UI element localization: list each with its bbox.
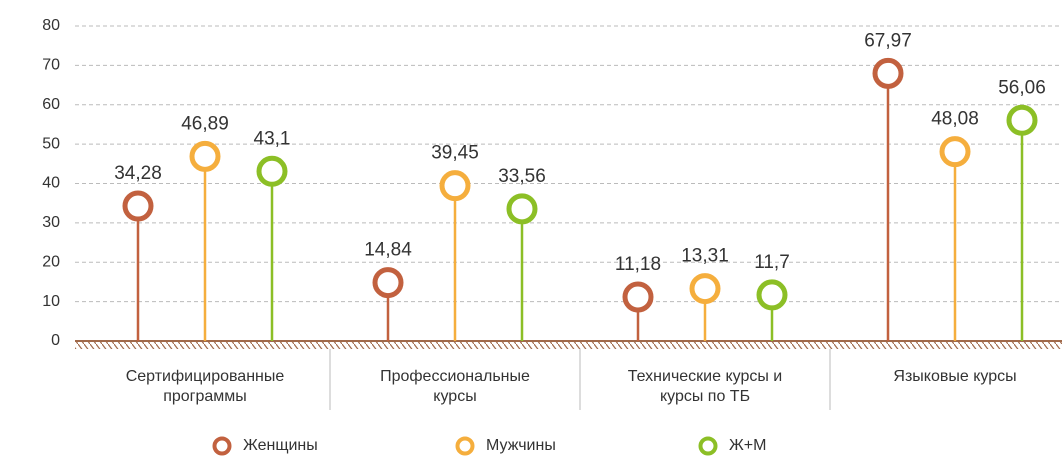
y-tick-label: 0 xyxy=(51,332,60,349)
x-tick-label: Профессиональные xyxy=(380,368,530,385)
value-label: 56,06 xyxy=(998,77,1046,98)
lollipop-head xyxy=(256,155,288,187)
baseline-hatch xyxy=(75,341,1062,349)
lollipop-head xyxy=(756,279,788,311)
legend-label: Мужчины xyxy=(486,437,556,454)
y-tick-label: 10 xyxy=(42,293,60,310)
lollipop-head xyxy=(1006,104,1038,136)
legend-label: Ж+М xyxy=(729,437,766,454)
y-tick-label: 30 xyxy=(42,214,60,231)
value-label: 11,7 xyxy=(754,252,790,273)
lollipop-head xyxy=(506,193,538,225)
y-tick-label: 40 xyxy=(42,175,60,192)
value-label: 33,56 xyxy=(498,166,546,187)
legend-marker xyxy=(212,436,232,456)
lollipop-head xyxy=(622,281,654,313)
lollipop-head xyxy=(372,267,404,299)
legend-marker xyxy=(698,436,718,456)
lollipop-head xyxy=(189,140,221,172)
legend-marker xyxy=(455,436,475,456)
value-label: 34,28 xyxy=(114,163,162,184)
y-tick-label: 20 xyxy=(42,253,60,270)
value-label: 11,18 xyxy=(615,254,661,275)
x-tick-label: Сертифицированные xyxy=(126,368,285,385)
x-tick-label: Языковые курсы xyxy=(893,368,1016,385)
value-label: 13,31 xyxy=(681,246,729,267)
value-label: 14,84 xyxy=(364,240,412,261)
lollipop-head xyxy=(939,136,971,168)
lollipop-head xyxy=(689,273,721,305)
value-label: 48,08 xyxy=(931,109,979,130)
x-tick-label: курсы xyxy=(433,388,476,405)
lollipop-head xyxy=(872,57,904,89)
y-tick-label: 50 xyxy=(42,135,60,152)
value-label: 46,89 xyxy=(181,113,229,134)
lollipop-head xyxy=(122,190,154,222)
value-label: 67,97 xyxy=(864,30,912,51)
y-tick-label: 70 xyxy=(42,57,60,74)
x-tick-label: курсы по ТБ xyxy=(660,388,750,405)
value-label: 39,45 xyxy=(431,143,479,164)
x-tick-label: программы xyxy=(163,388,247,405)
lollipop-head xyxy=(439,170,471,202)
y-tick-label: 80 xyxy=(42,17,60,34)
value-label: 43,1 xyxy=(254,128,291,149)
x-tick-label: Технические курсы и xyxy=(628,368,783,385)
legend-label: Женщины xyxy=(243,437,318,454)
y-tick-label: 60 xyxy=(42,96,60,113)
